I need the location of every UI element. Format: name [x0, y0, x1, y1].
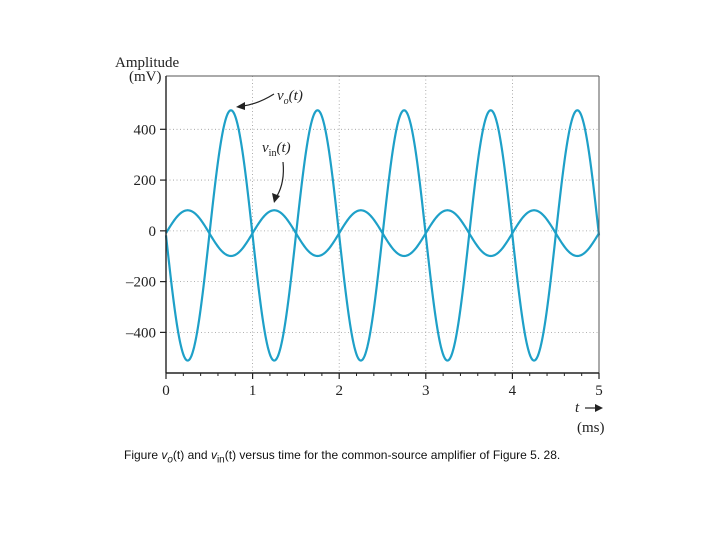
x-tick-label-5: 5	[595, 383, 603, 399]
caption-vin-main: v	[210, 448, 217, 462]
caption-vo-main: v	[161, 448, 168, 462]
x-axis-unit: (ms)	[577, 420, 605, 436]
series-label-vin-main: v	[262, 140, 269, 156]
series-label-vo-arg: (t)	[289, 88, 303, 104]
y-tick-label-0: –400	[125, 325, 156, 341]
x-axis-arrow	[585, 404, 603, 412]
series-label-vo: vo(t)	[277, 88, 303, 107]
y-tick-label-1: –200	[125, 275, 156, 291]
series-label-vin-arg: (t)	[276, 140, 290, 156]
x-tick-label-2: 2	[335, 383, 343, 399]
series-lines	[164, 109, 601, 362]
caption-vo-arg: (t)	[172, 448, 185, 462]
plot-area	[166, 76, 599, 373]
tick-labels: 0 1 2 3 4 5 –400 –200 0 200 400	[125, 122, 603, 399]
caption-vo-sub: o	[167, 454, 173, 466]
series-line-vin	[165, 209, 600, 258]
series-line-vo	[164, 109, 601, 362]
caption-rest: versus time for the common-source amplif…	[236, 448, 561, 462]
y-axis-unit: (mV)	[129, 69, 162, 85]
axes	[160, 75, 600, 379]
y-tick-label-3: 200	[134, 173, 157, 189]
y-tick-label-4: 400	[134, 122, 157, 138]
y-tick-label-2: 0	[149, 224, 157, 240]
series-label-vo-sub: o	[284, 96, 289, 107]
arrow-vo	[236, 93, 275, 110]
x-tick-label-1: 1	[249, 383, 257, 399]
arrow-vin	[272, 161, 284, 203]
y-axis-title: Amplitude	[115, 55, 180, 71]
caption-vin-arg: (t)	[224, 448, 237, 462]
figure-caption: Figure vo(t) and vin(t) versus time for …	[124, 448, 704, 465]
caption-and: and	[184, 448, 211, 462]
x-axis-title: t	[575, 400, 580, 416]
svg-text:vo(t): vo(t)	[277, 88, 303, 107]
x-tick-label-0: 0	[162, 383, 170, 399]
x-tick-label-3: 3	[422, 383, 430, 399]
plot-background	[166, 76, 599, 373]
x-tick-label-4: 4	[509, 383, 517, 399]
svg-text:vin(t): vin(t)	[262, 140, 291, 159]
series-label-vo-main: v	[277, 88, 284, 104]
caption-prefix: Figure	[124, 448, 162, 462]
caption-vin-sub: in	[216, 454, 225, 466]
series-label-vin: vin(t)	[262, 140, 291, 159]
series-label-vin-sub: in	[269, 148, 277, 159]
